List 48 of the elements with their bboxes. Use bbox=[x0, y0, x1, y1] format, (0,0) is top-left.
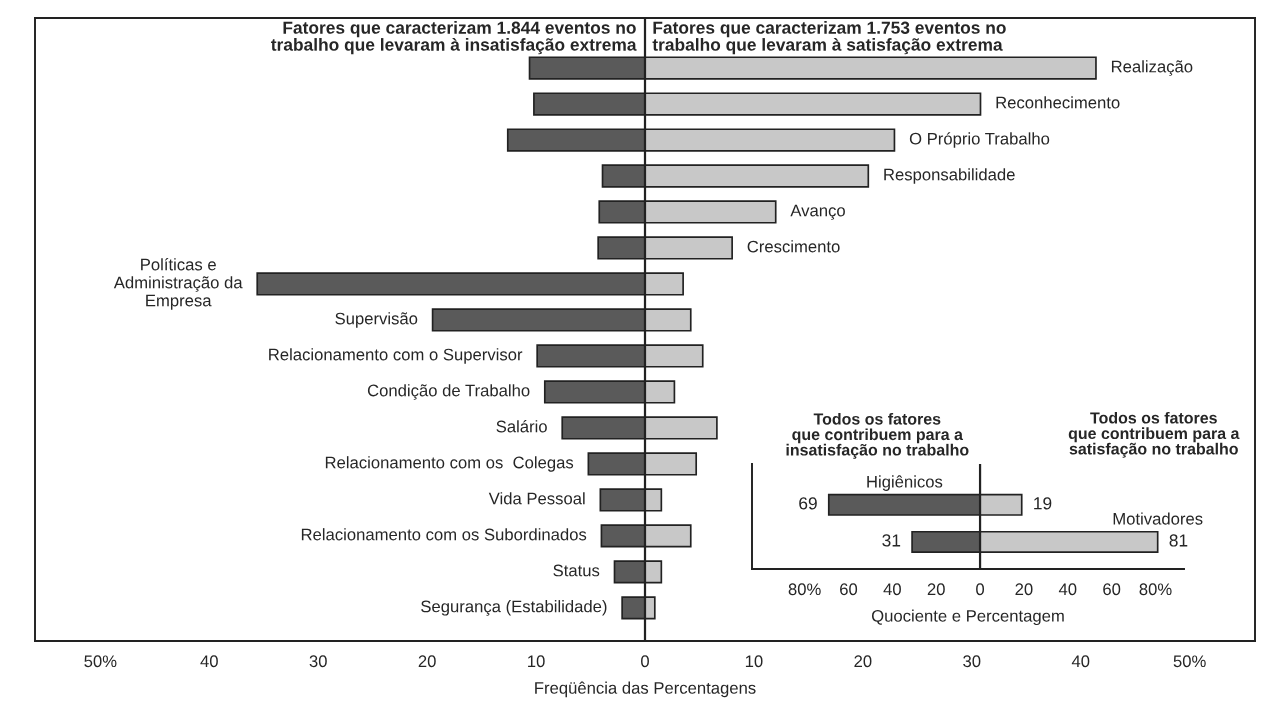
data-label: 81 bbox=[1169, 534, 1188, 547]
x-tick-label: 10 bbox=[528, 655, 545, 668]
x-tick-label: 40 bbox=[1058, 583, 1077, 596]
x-tick-label: 30 bbox=[963, 655, 981, 668]
x-tick-label: 50% bbox=[1173, 655, 1206, 668]
y-tick-label: Motivadores bbox=[1113, 512, 1203, 525]
x-tick-label: 0 bbox=[976, 583, 985, 596]
y-tick-label: Higiênicos bbox=[867, 475, 943, 491]
annotation: 31 bbox=[882, 534, 901, 547]
x-tick-label: 50% bbox=[84, 655, 117, 668]
x-tick-label: 30 bbox=[309, 655, 327, 668]
annotation: Fatores que caracterizam 1.753 eventos no trabalho que levaram à satisfação extrema bbox=[652, 21, 1006, 55]
x-tick-label: 60 bbox=[840, 583, 858, 596]
x-tick-label: 20 bbox=[418, 655, 436, 668]
y-tick-label: Relacionamento com os Colegas bbox=[325, 456, 574, 472]
y-tick-label: Políticas e Administração da Empresa bbox=[113, 258, 243, 310]
annotation: Todos os fatores que contribuem para a insatisfação no trabalho bbox=[786, 412, 969, 459]
x-tick-label: 0 bbox=[641, 655, 649, 668]
y-tick-label: Vida Pessoal bbox=[488, 492, 585, 505]
x-tick-label: 20 bbox=[927, 583, 945, 596]
y-tick-label: Status bbox=[553, 564, 600, 577]
annotation: Fatores que caracterizam 1.844 eventos no trabalho que levaram à insatisfação extrema bbox=[270, 21, 637, 55]
x-tick-label: 40 bbox=[1071, 655, 1090, 668]
x-tick-label: 40 bbox=[200, 655, 218, 668]
x-tick-label: 60 bbox=[1103, 583, 1121, 596]
y-tick-label: Relacionamento com o Supervisor bbox=[269, 348, 523, 364]
y-tick-label: Segurança (Estabilidade) bbox=[421, 600, 607, 616]
y-tick-label: Salário bbox=[496, 419, 547, 433]
x-tick-label: 80% bbox=[1139, 583, 1172, 596]
x-tick-label: 20 bbox=[1015, 583, 1033, 596]
y-tick-label: Relacionamento com os Subordinados bbox=[301, 528, 587, 541]
y-tick-label: Supervisão bbox=[335, 312, 418, 328]
x-tick-label: 40 bbox=[883, 583, 901, 596]
y-tick-label: Avanço bbox=[790, 204, 845, 220]
x-axis-title: Freqüência das Percentagens bbox=[535, 681, 756, 698]
x-tick-label: 80% bbox=[788, 583, 821, 596]
y-tick-label: Crescimento bbox=[747, 240, 840, 253]
data-label: 19 bbox=[1034, 497, 1052, 510]
x-axis-title: Quociente e Percentagem bbox=[871, 609, 1064, 626]
y-tick-label: Responsabilidade bbox=[884, 168, 1015, 184]
y-tick-label: Realização bbox=[1111, 60, 1193, 76]
annotation: 69 bbox=[799, 497, 817, 510]
y-tick-label: Condição de Trabalho bbox=[367, 384, 530, 400]
x-tick-label: 10 bbox=[745, 655, 763, 668]
x-tick-label: 20 bbox=[854, 655, 872, 668]
y-tick-label: O Próprio Trabalho bbox=[909, 132, 1050, 148]
y-tick-label: Reconhecimento bbox=[996, 96, 1120, 109]
annotation: Todos os fatores que contribuem para a satisfação no trabalho bbox=[1068, 411, 1240, 458]
